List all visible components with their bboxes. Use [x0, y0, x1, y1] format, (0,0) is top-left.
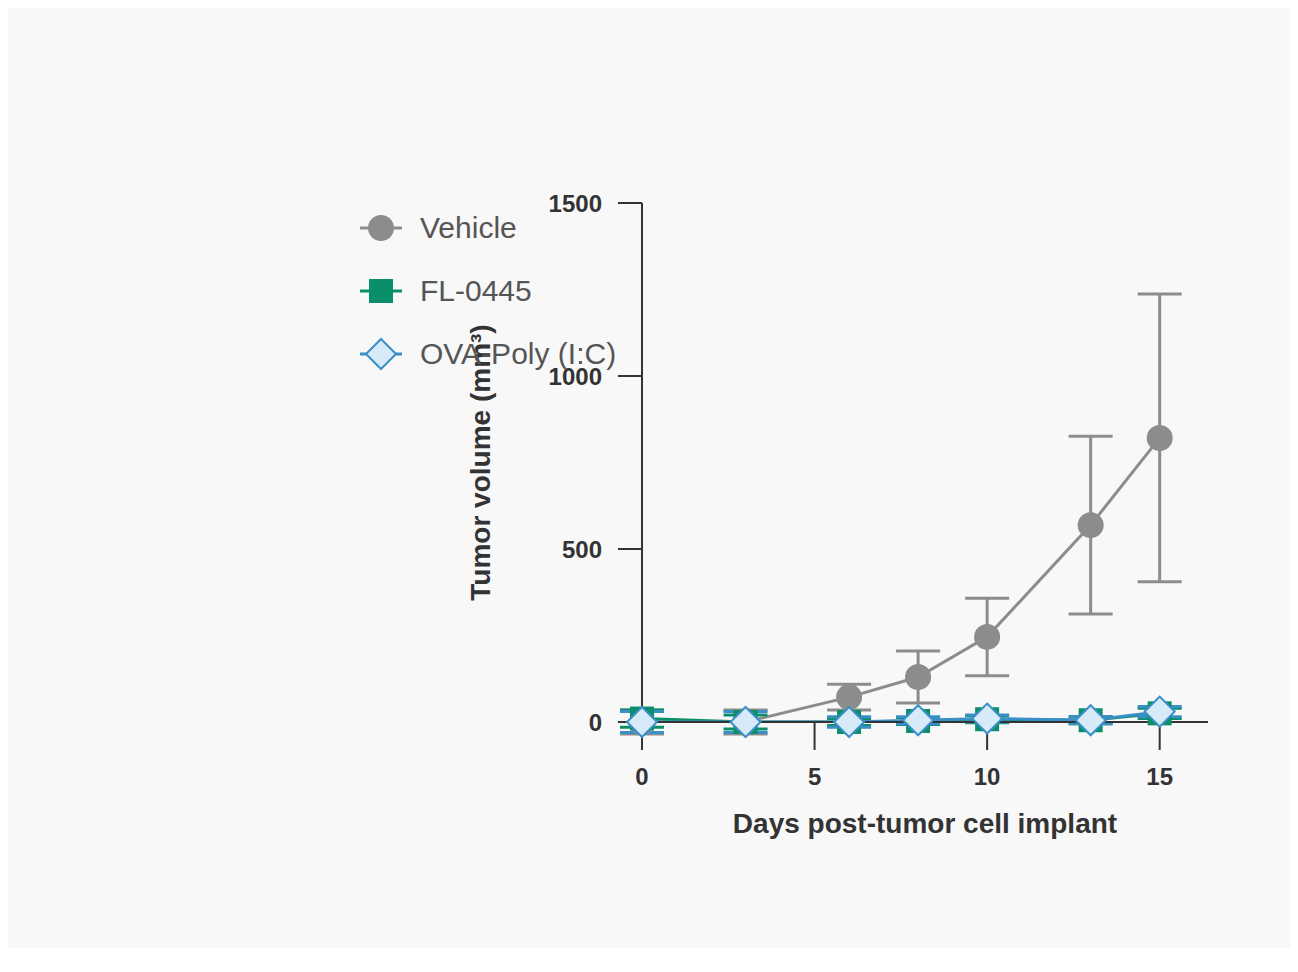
- html-text:OVA-Poly (I:C): OVA-Poly (I:C): [420, 336, 617, 370]
- svg-text:1500: 1500: [549, 190, 602, 217]
- html-text:Vehicle: Vehicle: [420, 210, 517, 244]
- svg-text:1000: 1000: [549, 363, 602, 390]
- html-text:FL-0445: FL-0445: [420, 273, 532, 307]
- svg-text:Tumor volume (mm³): Tumor volume (mm³): [465, 324, 496, 600]
- svg-text:0: 0: [589, 709, 602, 736]
- svg-text:0: 0: [635, 763, 648, 790]
- svg-text:500: 500: [562, 536, 602, 563]
- svg-text:5: 5: [808, 763, 821, 790]
- svg-text:Days post-tumor cell implant: Days post-tumor cell implant: [733, 808, 1117, 839]
- svg-text:15: 15: [1146, 763, 1173, 790]
- svg-text:10: 10: [974, 763, 1001, 790]
